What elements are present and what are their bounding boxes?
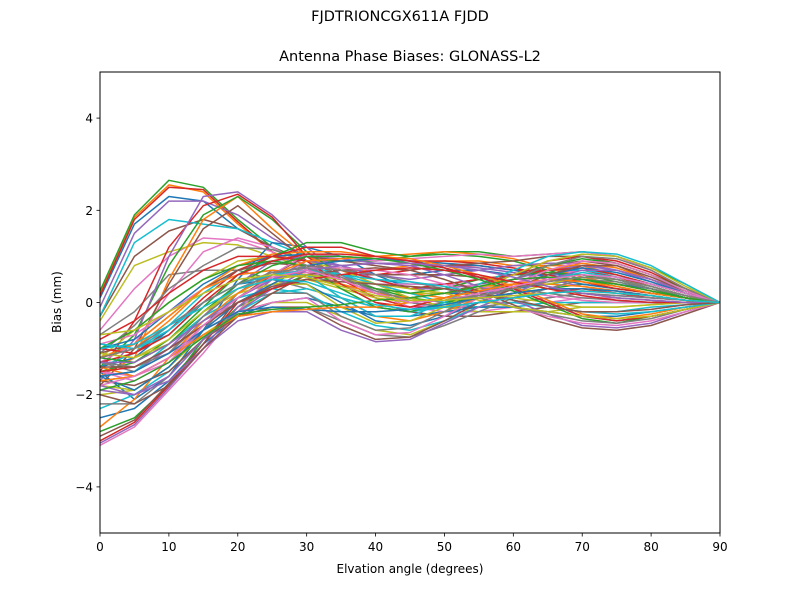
x-tick: 40 (368, 533, 383, 554)
x-tick: 80 (643, 533, 659, 554)
y-tick: −2 (75, 388, 100, 402)
x-tick: 50 (437, 533, 452, 554)
svg-text:50: 50 (437, 540, 452, 554)
x-tick: 60 (506, 533, 521, 554)
series-line (100, 262, 720, 396)
x-axis-ticks: 0 10 20 30 40 50 60 70 80 90 (96, 533, 728, 554)
series-line (100, 255, 720, 341)
y-tick: 2 (85, 204, 100, 218)
series-line (100, 274, 720, 359)
svg-text:2: 2 (85, 204, 93, 218)
svg-text:80: 80 (643, 540, 658, 554)
y-tick: 0 (85, 296, 100, 310)
svg-text:20: 20 (230, 540, 245, 554)
svg-text:0: 0 (85, 296, 93, 310)
svg-text:60: 60 (506, 540, 521, 554)
svg-text:70: 70 (575, 540, 590, 554)
svg-text:30: 30 (299, 540, 314, 554)
svg-text:40: 40 (368, 540, 383, 554)
series-line (100, 262, 720, 364)
x-tick: 90 (712, 533, 728, 554)
x-tick: 0 (96, 533, 104, 554)
svg-text:90: 90 (712, 540, 727, 554)
svg-text:4: 4 (85, 112, 93, 126)
chart-title: Antenna Phase Biases: GLONASS-L2 (279, 49, 541, 65)
series-line (100, 276, 720, 391)
series-line (100, 269, 720, 387)
series-line (100, 267, 720, 405)
x-tick: 30 (299, 533, 314, 554)
svg-text:−4: −4 (75, 480, 93, 494)
x-tick: 70 (575, 533, 590, 554)
x-tick: 20 (230, 533, 245, 554)
svg-text:10: 10 (161, 540, 176, 554)
svg-text:0: 0 (96, 540, 104, 554)
series-line (100, 278, 720, 350)
y-axis-ticks: −4 −2 0 2 4 (75, 112, 100, 494)
x-tick: 10 (161, 533, 177, 554)
data-lines (100, 179, 720, 447)
svg-text:−2: −2 (75, 388, 93, 402)
y-tick: 4 (85, 112, 100, 126)
figure-suptitle: FJDTRIONCGX611A FJDD (311, 9, 489, 25)
y-tick: −4 (75, 480, 100, 494)
x-axis-label: Elvation angle (degrees) (336, 562, 484, 576)
